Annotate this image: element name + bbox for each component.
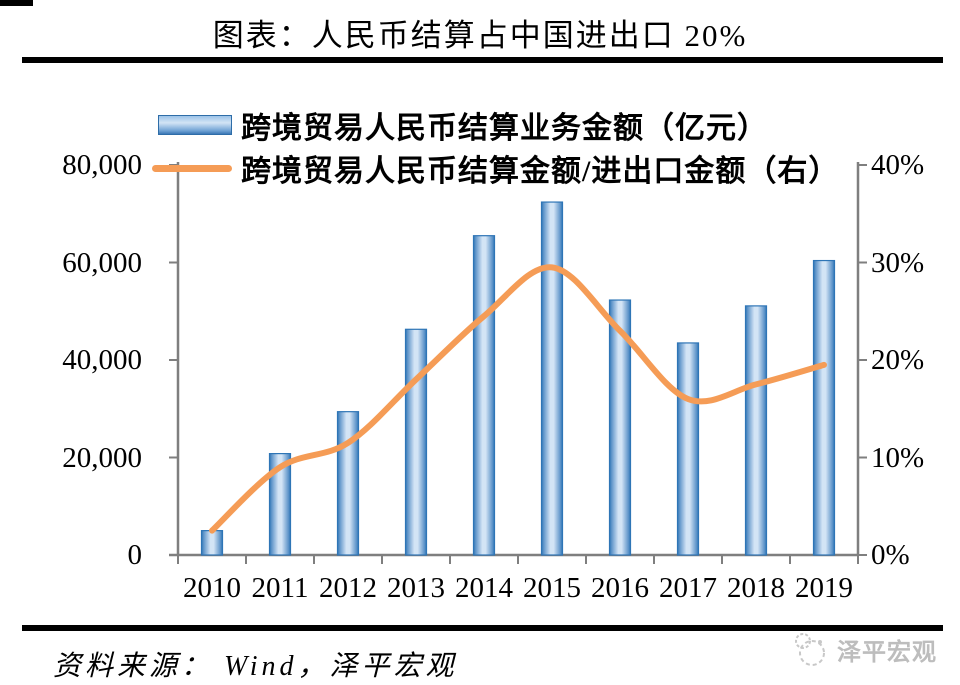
x-axis-label-2013: 2013 bbox=[387, 572, 445, 604]
x-axis-label-2010: 2010 bbox=[183, 572, 241, 604]
left-axis-label-60000: 60,000 bbox=[62, 246, 142, 279]
x-axis-label-2011: 2011 bbox=[251, 572, 309, 604]
watermark: 泽平宏观 bbox=[790, 629, 937, 669]
right-axis-label-20: 20% bbox=[871, 344, 925, 376]
x-axis-label-2018: 2018 bbox=[727, 572, 785, 604]
watermark-logo-body bbox=[799, 640, 825, 666]
x-axis-label-2017: 2017 bbox=[659, 572, 717, 604]
right-axis-label-10: 10% bbox=[871, 441, 925, 474]
legend-bar-swatch-icon bbox=[158, 115, 232, 135]
bar-series bbox=[200, 201, 836, 556]
left-axis-label-20000: 20,000 bbox=[62, 441, 142, 474]
source-note: 资料来源： Wind，泽平宏观 bbox=[53, 651, 458, 682]
chart-title: 图表：人民币结算占中国进出口 20% bbox=[212, 18, 748, 53]
bar-2012 bbox=[336, 411, 360, 556]
ratio-line bbox=[209, 264, 827, 534]
legend-item-bar: 跨境贸易人民币结算业务金额（亿元） bbox=[158, 103, 768, 147]
legend-bar-label: 跨境贸易人民币结算业务金额（亿元） bbox=[241, 112, 768, 145]
bar-2010 bbox=[200, 530, 224, 556]
bar-2017 bbox=[676, 342, 700, 556]
footer-divider bbox=[22, 625, 943, 631]
line-series bbox=[209, 264, 827, 534]
watermark-logo-icon bbox=[795, 633, 825, 666]
right-axis-label-0: 0% bbox=[871, 539, 910, 571]
x-axis-label-2014: 2014 bbox=[455, 572, 513, 604]
watermark-logo-head bbox=[795, 633, 811, 649]
right-axis-label-30: 30% bbox=[871, 246, 925, 279]
watermark-text: 泽平宏观 bbox=[837, 638, 937, 666]
left-axis-label-40000: 40,000 bbox=[62, 344, 142, 376]
bar-2016 bbox=[608, 299, 632, 556]
x-axis-label-2016: 2016 bbox=[591, 572, 649, 604]
watermark-logo-dot bbox=[818, 640, 822, 644]
bar-2013 bbox=[404, 328, 428, 556]
left-axis-label-0: 0 bbox=[127, 539, 143, 571]
legend-line-swatch-icon bbox=[152, 164, 232, 172]
right-axis-label-40: 40% bbox=[871, 149, 925, 181]
x-axis-label-2015: 2015 bbox=[523, 572, 581, 604]
bar-2014 bbox=[472, 235, 496, 556]
legend-item-line: 跨境贸易人民币结算金额/进出口金额（右） bbox=[152, 146, 839, 190]
bar-2019 bbox=[812, 259, 836, 556]
bar-2015 bbox=[540, 201, 564, 556]
left-axis-label-80000: 80,000 bbox=[62, 149, 142, 181]
title-divider bbox=[22, 57, 943, 63]
x-axis-label-2012: 2012 bbox=[319, 572, 377, 604]
legend-line-label: 跨境贸易人民币结算金额/进出口金额（右） bbox=[241, 155, 840, 188]
bar-2018 bbox=[744, 305, 768, 556]
x-axis-label-2019: 2019 bbox=[795, 572, 853, 604]
corner-mark bbox=[0, 0, 33, 6]
bar-2011 bbox=[268, 453, 292, 556]
